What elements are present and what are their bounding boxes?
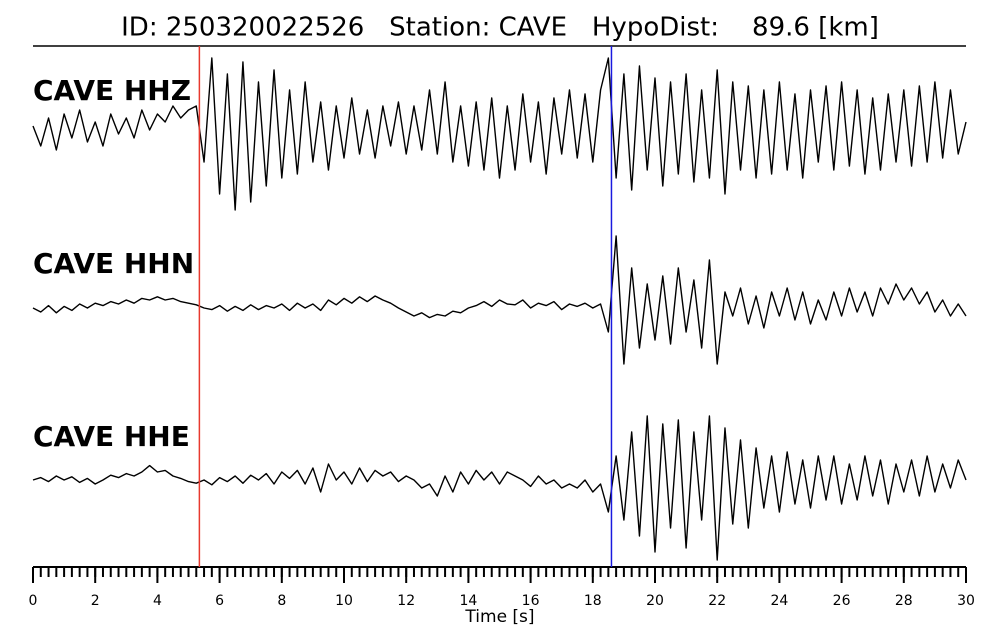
- x-tick-label: 10: [335, 593, 353, 609]
- chart-title: ID: 250320022526 Station: CAVE HypoDist:…: [121, 13, 879, 43]
- waveform: [32, 415, 967, 561]
- x-tick-label: 6: [215, 593, 224, 609]
- waveform: [32, 57, 967, 211]
- x-tick-label: 22: [708, 593, 726, 609]
- x-tick-label: 4: [153, 593, 162, 609]
- x-tick-label: 8: [277, 593, 286, 609]
- trace-label: CAVE HHN: [33, 247, 194, 280]
- trace-label: CAVE HHZ: [33, 74, 191, 107]
- trace-label: CAVE HHE: [33, 420, 190, 453]
- x-axis-label: Time [s]: [464, 607, 534, 627]
- waveform: [32, 235, 967, 365]
- x-tick-label: 26: [833, 593, 851, 609]
- x-tick-label: 28: [895, 593, 913, 609]
- x-tick-label: 0: [29, 593, 38, 609]
- x-tick-label: 14: [459, 593, 477, 609]
- x-tick-label: 30: [957, 593, 975, 609]
- x-tick-label: 20: [646, 593, 664, 609]
- x-tick-label: 16: [522, 593, 540, 609]
- x-tick-label: 24: [770, 593, 788, 609]
- x-tick-label: 2: [91, 593, 100, 609]
- x-tick-label: 18: [584, 593, 602, 609]
- x-tick-label: 12: [397, 593, 415, 609]
